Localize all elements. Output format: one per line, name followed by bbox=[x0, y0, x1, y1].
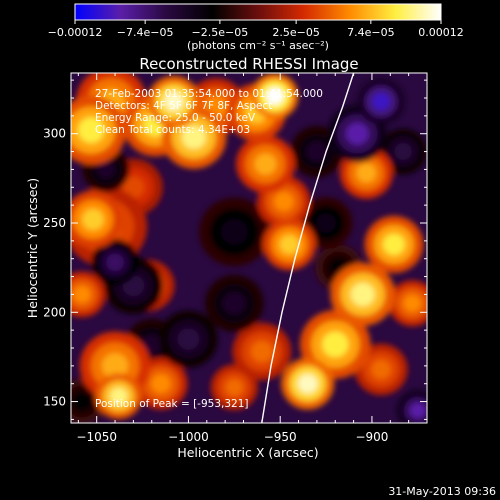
emission-blob bbox=[101, 353, 129, 379]
annotation-line: 27-Feb-2003 01:35:54.000 to 01:41:54.000 bbox=[95, 88, 323, 100]
negative-blob bbox=[73, 393, 91, 411]
colorbar-tick-label: 2.5e−05 bbox=[272, 26, 319, 39]
emission-blob bbox=[77, 117, 105, 143]
emission-blob bbox=[382, 233, 405, 256]
emission-blob bbox=[371, 359, 392, 380]
heatmap-blobs bbox=[71, 73, 427, 423]
y-tick-label: 300 bbox=[43, 127, 66, 141]
emission-blob bbox=[163, 91, 184, 112]
x-tick-label: −1050 bbox=[76, 430, 117, 444]
negative-blob bbox=[410, 403, 426, 418]
y-tick-label: 250 bbox=[43, 216, 66, 230]
emission-blob bbox=[322, 331, 349, 358]
negative-blob bbox=[346, 122, 369, 145]
plot-frame bbox=[70, 72, 428, 424]
timestamp-footer: 31-May-2013 09:36 bbox=[388, 485, 496, 498]
emission-blob bbox=[297, 374, 318, 394]
emission-blob bbox=[73, 285, 91, 303]
x-tick-label: −1000 bbox=[168, 430, 209, 444]
heatmap-area bbox=[71, 73, 427, 423]
peak-position-label: Position of Peak = [-953,321] bbox=[95, 398, 249, 410]
x-axis: −1050 −1000 −950 −900 bbox=[76, 73, 428, 444]
negative-blob bbox=[394, 143, 412, 161]
solar-limb-curve bbox=[261, 73, 355, 423]
negative-blob bbox=[97, 160, 115, 178]
chart-title: Reconstructed RHESSI Image bbox=[139, 55, 358, 73]
x-tick-label: −900 bbox=[355, 430, 388, 444]
emission-blob bbox=[151, 374, 171, 394]
emission-blob bbox=[403, 294, 422, 312]
negative-blob bbox=[316, 213, 336, 233]
colorbar-tick-label: −0.00012 bbox=[48, 26, 103, 39]
emission-blob bbox=[254, 153, 277, 175]
negative-blob bbox=[372, 93, 390, 111]
emission-blob bbox=[181, 125, 207, 150]
negative-blob bbox=[177, 328, 200, 350]
annotation-line: Clean Total counts: 4.34E+03 bbox=[95, 124, 250, 136]
x-axis-label: Heliocentric X (arcsec) bbox=[177, 445, 318, 460]
y-tick-label: 150 bbox=[43, 395, 66, 409]
emission-blob bbox=[109, 387, 128, 405]
emission-blob bbox=[225, 378, 244, 396]
colorbar-tick-label: 0.00012 bbox=[418, 26, 464, 39]
negative-blob bbox=[106, 253, 124, 271]
emission-blob bbox=[82, 208, 105, 231]
colorbar-ticks: −0.00012 −7.4e−05 −2.5e−05 2.5e−05 7.4e−05 0.… bbox=[48, 20, 464, 39]
x-tick-label: −950 bbox=[264, 430, 297, 444]
emission-blob bbox=[122, 176, 145, 199]
y-axis: 150 200 250 300 bbox=[43, 79, 427, 420]
emission-blob bbox=[265, 87, 284, 105]
emission-blob bbox=[350, 282, 375, 307]
annotation-line: Detectors: 4F 5F 6F 7F 8F, Aspect bbox=[95, 100, 272, 112]
emission-blob bbox=[279, 234, 300, 255]
negative-blob bbox=[141, 334, 162, 355]
emission-blob bbox=[273, 191, 294, 212]
colorbar-tick-label: −2.5e−05 bbox=[192, 26, 249, 39]
colorbar-unit-label: (photons cm⁻² s⁻¹ asec⁻²) bbox=[187, 39, 329, 52]
negative-blob bbox=[223, 292, 246, 315]
emission-blob bbox=[250, 340, 273, 363]
y-axis-label: Heliocentric Y (arcsec) bbox=[25, 178, 40, 318]
colorbar bbox=[74, 3, 442, 21]
annotation-line: Energy Range: 25.0 - 50.0 keV bbox=[95, 112, 256, 124]
colorbar-tick-label: 7.4e−05 bbox=[347, 26, 394, 39]
plot-annotations: 27-Feb-2003 01:35:54.000 to 01:41:54.000… bbox=[95, 88, 323, 136]
negative-blob bbox=[306, 141, 327, 162]
y-tick-label: 200 bbox=[43, 305, 66, 319]
emission-blob bbox=[356, 163, 377, 183]
colorbar-tick-label: −7.4e−05 bbox=[117, 26, 174, 39]
negative-blob bbox=[221, 219, 248, 245]
